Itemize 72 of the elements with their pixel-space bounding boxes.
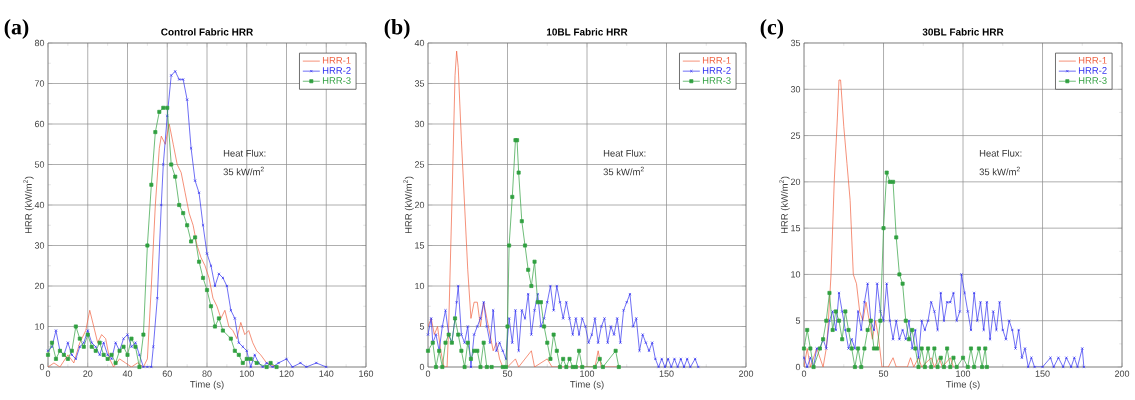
- annotation: 35 kW/m$^{2}$: [223, 166, 264, 176]
- x-tick-label: 160: [359, 370, 374, 377]
- text: (c): [760, 19, 784, 39]
- y-tick-label: 15: [415, 242, 425, 249]
- y-tick-label: 10: [415, 282, 425, 290]
- x-axis-title: Time (s): [570, 380, 604, 390]
- x-tick-label: 200: [738, 370, 754, 377]
- x-tick-label: 140: [319, 370, 334, 377]
- x-tick-label: 80: [202, 370, 212, 377]
- y-tick-label: 15: [791, 225, 801, 232]
- y-tick-label: 70: [34, 80, 45, 87]
- y-tick-label: 20: [34, 282, 45, 290]
- chart-title: Control Fabric HRR: [161, 28, 254, 36]
- chart-title: 30BL Fabric HRR: [922, 28, 1004, 36]
- annotation: 35 kW/m$^{2}$: [979, 166, 1020, 176]
- x-tick-label: 150: [659, 370, 674, 377]
- x-tick-label: 50: [502, 370, 513, 377]
- y-tick-label: 35: [790, 39, 801, 47]
- y-axis-title: HRR (kW/m$^{2}$): [403, 176, 414, 234]
- x-tick-label: 200: [1114, 370, 1130, 377]
- legend-label: HRR-1: [322, 57, 351, 64]
- x-tick-label: 100: [956, 370, 971, 377]
- x-tick-label: 50: [878, 370, 889, 377]
- y-tick-label: 60: [34, 120, 45, 128]
- legend-label: HRR-3: [702, 77, 731, 84]
- x-tick-label: 150: [1035, 370, 1050, 377]
- legend-label: HRR-1: [1078, 57, 1107, 64]
- x-tick-label: 100: [580, 370, 595, 377]
- text: (a): [4, 19, 29, 39]
- x-axis-title: Time (s): [946, 380, 980, 390]
- y-tick-label: 30: [34, 242, 45, 249]
- y-tick-label: 10: [791, 271, 801, 278]
- y-tick-label: 5: [795, 317, 801, 324]
- x-tick-label: 60: [162, 370, 172, 377]
- chart-title: 10BL Fabric HRR: [546, 28, 628, 36]
- x-axis-title: Time (s): [190, 380, 224, 390]
- annotation: 35 kW/m$^{2}$: [603, 166, 644, 176]
- y-tick-label: 30: [414, 120, 425, 128]
- legend-label: HRR-2: [322, 67, 351, 74]
- annotation: Heat Flux:: [603, 149, 646, 157]
- x-tick-label: 20: [83, 370, 93, 377]
- y-tick-label: 25: [790, 132, 801, 139]
- x-tick-label: 0: [801, 370, 807, 377]
- y-tick-label: 80: [34, 39, 45, 47]
- annotation: Heat Flux:: [979, 149, 1022, 157]
- legend-label: HRR-2: [702, 67, 731, 74]
- y-tick-label: 10: [35, 323, 45, 330]
- y-tick-label: 30: [790, 86, 801, 93]
- y-tick-label: 20: [790, 178, 801, 186]
- legend-label: HRR-3: [1078, 77, 1107, 84]
- x-tick-label: 0: [425, 370, 431, 377]
- y-tick-label: 25: [414, 161, 425, 168]
- annotation: Heat Flux:: [223, 149, 266, 157]
- y-tick-label: 20: [414, 201, 425, 209]
- y-axis-title: HRR (kW/m$^{2}$): [23, 176, 34, 234]
- legend-label: HRR-3: [322, 77, 351, 84]
- y-tick-label: 50: [34, 161, 45, 168]
- y-tick-label: 35: [414, 80, 425, 87]
- y-tick-label: 40: [414, 39, 425, 47]
- y-tick-label: 0: [795, 363, 801, 371]
- y-axis-title: HRR (kW/m$^{2}$): [779, 176, 790, 234]
- x-tick-label: 0: [45, 370, 51, 377]
- text: (b): [384, 19, 410, 39]
- x-tick-label: 120: [279, 370, 294, 377]
- legend-label: HRR-2: [1078, 67, 1107, 74]
- y-tick-label: 0: [419, 363, 425, 371]
- x-tick-label: 100: [239, 370, 254, 377]
- y-tick-label: 0: [39, 363, 45, 371]
- y-tick-label: 40: [34, 201, 45, 209]
- y-tick-label: 5: [419, 323, 425, 330]
- x-tick-label: 40: [122, 370, 133, 377]
- legend-label: HRR-1: [702, 57, 731, 64]
